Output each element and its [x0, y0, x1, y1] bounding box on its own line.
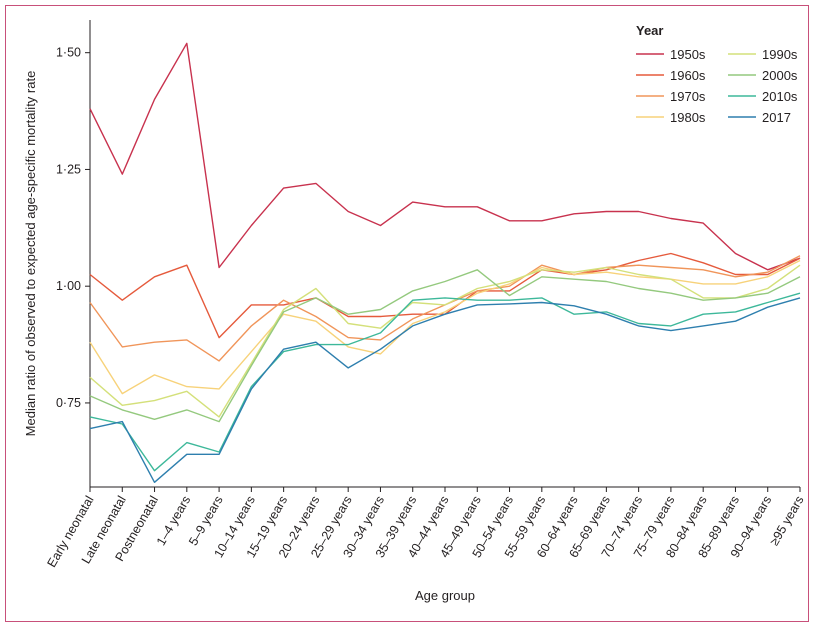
- legend-label-1970s: 1970s: [670, 89, 706, 104]
- figure-frame: [5, 5, 809, 622]
- legend: Year 1950s 1960s 1970s 1980s 1990s 2000s 2010s…: [636, 23, 798, 125]
- legend-label-1990s: 1990s: [762, 47, 798, 62]
- series-line-1950s: [89, 42, 801, 271]
- y-axis-title: Median ratio of observed to expected age…: [23, 71, 38, 437]
- legend-label-2017: 2017: [762, 110, 791, 125]
- series-line-1960s: [89, 252, 801, 339]
- series-line-2000s: [89, 269, 801, 423]
- series-line-2010s: [89, 292, 801, 472]
- series-line-1990s: [89, 264, 801, 418]
- y-tick-label: 0·75: [56, 396, 81, 410]
- legend-label-2010s: 2010s: [762, 89, 798, 104]
- y-tick-label: 1·25: [56, 162, 81, 176]
- series-line-1970s: [89, 255, 801, 362]
- series-line-1980s: [89, 259, 801, 395]
- y-tick-label: 1·00: [56, 279, 81, 293]
- series-lines: [89, 42, 801, 483]
- legend-label-1960s: 1960s: [670, 68, 706, 83]
- series-line-2017: [89, 297, 801, 483]
- y-tick-label: 1·50: [56, 46, 81, 60]
- legend-label-2000s: 2000s: [762, 68, 798, 83]
- legend-label-1980s: 1980s: [670, 110, 706, 125]
- x-axis-title: Age group: [415, 588, 475, 603]
- y-ticks: 0·75 1·00 1·25 1·50: [56, 46, 90, 410]
- legend-label-1950s: 1950s: [670, 47, 706, 62]
- legend-title: Year: [636, 23, 663, 38]
